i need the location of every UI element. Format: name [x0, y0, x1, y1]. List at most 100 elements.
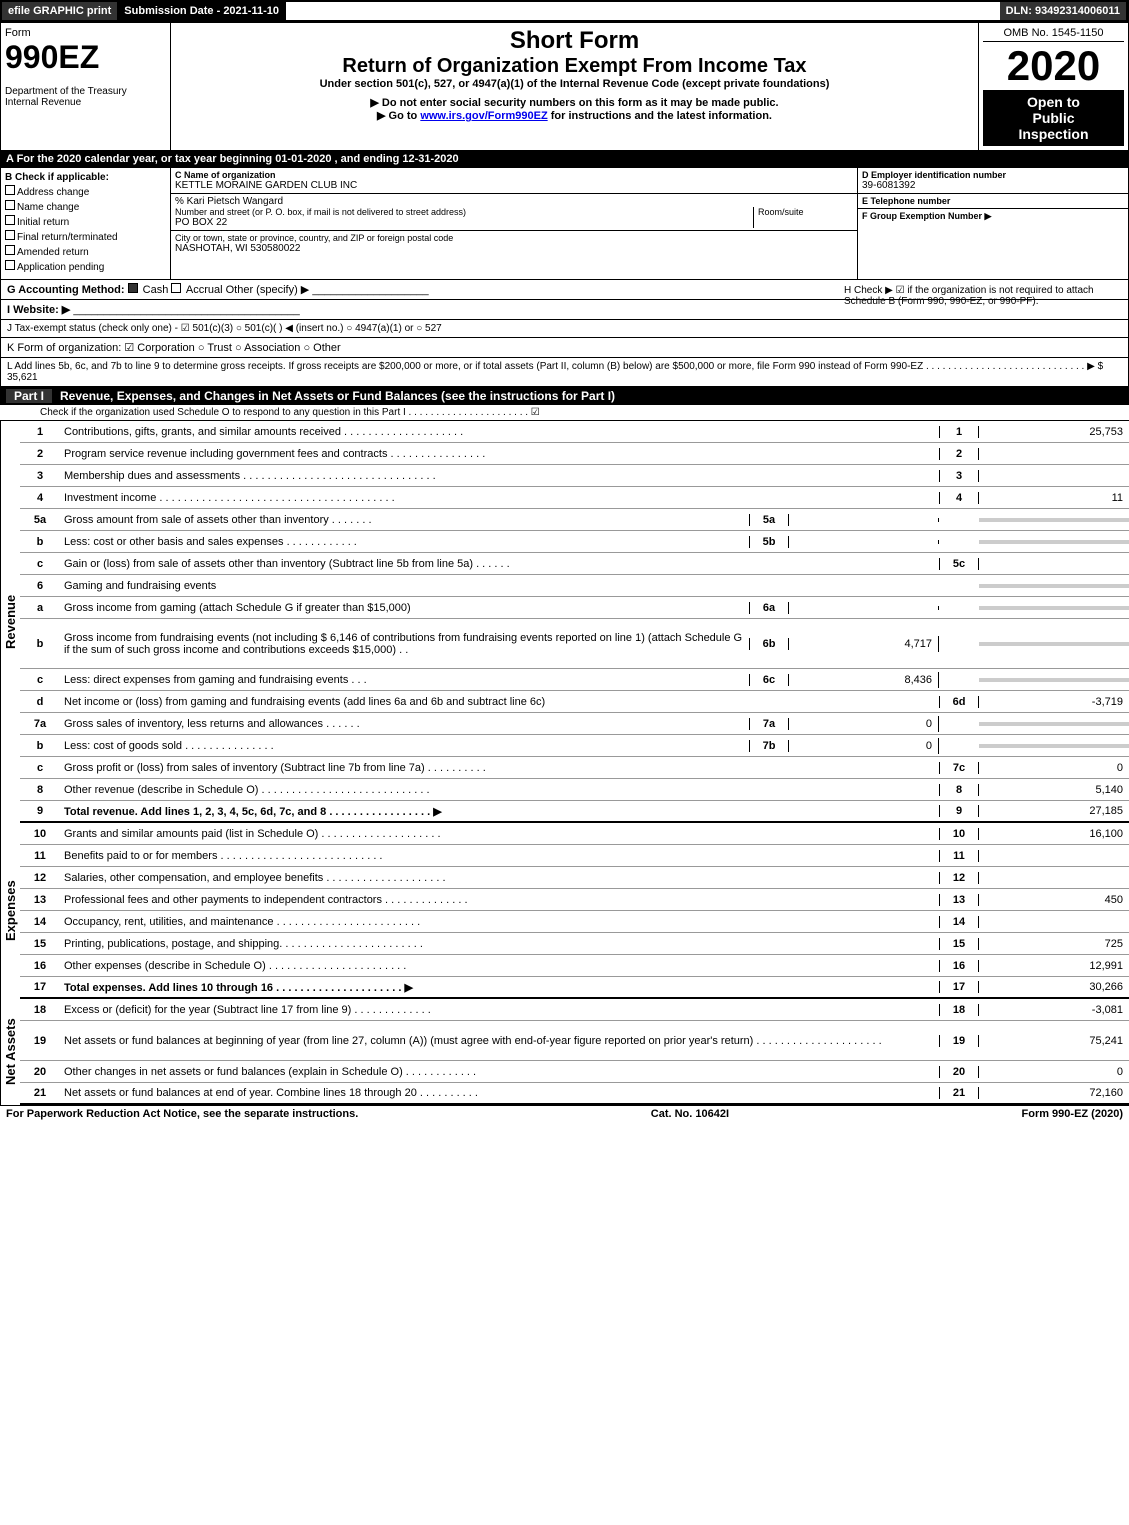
- org-name: KETTLE MORAINE GARDEN CLUB INC: [175, 180, 853, 191]
- part1-header: Part I Revenue, Expenses, and Changes in…: [0, 387, 1129, 405]
- efile-label[interactable]: efile GRAPHIC print: [2, 2, 118, 20]
- accrual-check[interactable]: [171, 283, 181, 293]
- city-label: City or town, state or province, country…: [175, 233, 853, 243]
- line-4: 4Investment income . . . . . . . . . . .…: [20, 487, 1129, 509]
- form-left-col: Form 990EZ Department of the Treasury In…: [1, 23, 171, 150]
- tax-year: 2020: [983, 42, 1124, 90]
- tax-year-row: A For the 2020 calendar year, or tax yea…: [0, 151, 1129, 167]
- line-18: 18Excess or (deficit) for the year (Subt…: [20, 999, 1129, 1021]
- netassets-vlabel: Net Assets: [0, 999, 20, 1105]
- expenses-vlabel: Expenses: [0, 823, 20, 999]
- dln: DLN: 93492314006011: [1000, 2, 1127, 20]
- b-header: B Check if applicable:: [5, 172, 166, 183]
- street-label: Number and street (or P. O. box, if mail…: [175, 207, 753, 217]
- goto-prefix: ▶ Go to: [377, 110, 420, 122]
- street: PO BOX 22: [175, 217, 753, 228]
- revenue-vlabel: Revenue: [0, 421, 20, 823]
- section-c: C Name of organization KETTLE MORAINE GA…: [171, 168, 858, 279]
- revenue-lines: 1Contributions, gifts, grants, and simil…: [20, 421, 1129, 823]
- care-of: % Kari Pietsch Wangard: [175, 196, 853, 207]
- form-label: Form: [5, 27, 166, 39]
- top-header: efile GRAPHIC print Submission Date - 20…: [0, 0, 1129, 22]
- tel-cell: E Telephone number: [858, 194, 1128, 209]
- group-label: F Group Exemption Number ▶: [862, 211, 1124, 222]
- footer-right: Form 990-EZ (2020): [1022, 1108, 1123, 1120]
- line-6b: bGross income from fundraising events (n…: [20, 619, 1129, 669]
- g-label: G Accounting Method:: [7, 284, 125, 296]
- tel-label: E Telephone number: [862, 196, 1124, 206]
- line-3: 3Membership dues and assessments . . . .…: [20, 465, 1129, 487]
- line-16: 16Other expenses (describe in Schedule O…: [20, 955, 1129, 977]
- line-14: 14Occupancy, rent, utilities, and mainte…: [20, 911, 1129, 933]
- part1-label: Part I: [6, 389, 52, 403]
- care-of-cell: % Kari Pietsch Wangard Number and street…: [171, 194, 857, 231]
- year-box: OMB No. 1545-1150 2020 Open to Public In…: [978, 23, 1128, 150]
- omb-number: OMB No. 1545-1150: [983, 27, 1124, 42]
- ein-cell: D Employer identification number 39-6081…: [858, 168, 1128, 194]
- line-5b: bLess: cost or other basis and sales exp…: [20, 531, 1129, 553]
- check-amended[interactable]: Amended return: [5, 245, 166, 258]
- line-10: 10Grants and similar amounts paid (list …: [20, 823, 1129, 845]
- section-l: L Add lines 5b, 6c, and 7b to line 9 to …: [0, 358, 1129, 387]
- netassets-lines: 18Excess or (deficit) for the year (Subt…: [20, 999, 1129, 1105]
- irs-link[interactable]: www.irs.gov/Form990EZ: [420, 110, 547, 122]
- main-title: Return of Organization Exempt From Incom…: [175, 55, 974, 78]
- city: NASHOTAH, WI 530580022: [175, 243, 853, 254]
- section-k: K Form of organization: ☑ Corporation ○ …: [0, 338, 1129, 358]
- check-initial[interactable]: Initial return: [5, 215, 166, 228]
- check-name[interactable]: Name change: [5, 200, 166, 213]
- line-5a: 5aGross amount from sale of assets other…: [20, 509, 1129, 531]
- form-number: 990EZ: [5, 39, 166, 76]
- line-13: 13Professional fees and other payments t…: [20, 889, 1129, 911]
- short-form-title: Short Form: [175, 27, 974, 55]
- line-8: 8Other revenue (describe in Schedule O) …: [20, 779, 1129, 801]
- goto-line: ▶ Go to www.irs.gov/Form990EZ for instru…: [175, 109, 974, 122]
- line-19: 19Net assets or fund balances at beginni…: [20, 1021, 1129, 1061]
- part1-subheader: Check if the organization used Schedule …: [0, 405, 1129, 421]
- city-cell: City or town, state or province, country…: [171, 231, 857, 256]
- open-label: Open to: [987, 94, 1120, 110]
- line-6: 6Gaming and fundraising events: [20, 575, 1129, 597]
- line-7a: 7aGross sales of inventory, less returns…: [20, 713, 1129, 735]
- line-7c: cGross profit or (loss) from sales of in…: [20, 757, 1129, 779]
- title-center: Short Form Return of Organization Exempt…: [171, 23, 978, 150]
- check-pending[interactable]: Application pending: [5, 260, 166, 273]
- subtitle: Under section 501(c), 527, or 4947(a)(1)…: [175, 78, 974, 90]
- line-17: 17Total expenses. Add lines 10 through 1…: [20, 977, 1129, 999]
- footer-left: For Paperwork Reduction Act Notice, see …: [6, 1108, 358, 1120]
- section-h: H Check ▶ ☑ if the organization is not r…: [842, 283, 1122, 309]
- accrual-label: Accrual: [186, 284, 223, 296]
- footer-mid: Cat. No. 10642I: [651, 1108, 729, 1120]
- line-7b: bLess: cost of goods sold . . . . . . . …: [20, 735, 1129, 757]
- line-21: 21Net assets or fund balances at end of …: [20, 1083, 1129, 1105]
- line-2: 2Program service revenue including gover…: [20, 443, 1129, 465]
- ein-label: D Employer identification number: [862, 170, 1124, 180]
- org-name-cell: C Name of organization KETTLE MORAINE GA…: [171, 168, 857, 194]
- line-5c: cGain or (loss) from sale of assets othe…: [20, 553, 1129, 575]
- department: Department of the Treasury: [5, 86, 166, 97]
- expenses-lines: 10Grants and similar amounts paid (list …: [20, 823, 1129, 999]
- info-section: B Check if applicable: Address change Na…: [0, 167, 1129, 280]
- header-spacer: [286, 2, 1000, 20]
- part1-title: Revenue, Expenses, and Changes in Net As…: [60, 389, 615, 403]
- other-label: Other (specify) ▶: [226, 284, 310, 296]
- inspection-label: Inspection: [987, 126, 1120, 142]
- footer: For Paperwork Reduction Act Notice, see …: [0, 1105, 1129, 1122]
- title-section: Form 990EZ Department of the Treasury In…: [0, 22, 1129, 151]
- line-11: 11Benefits paid to or for members . . . …: [20, 845, 1129, 867]
- cash-check[interactable]: [128, 283, 138, 293]
- line-6a: aGross income from gaming (attach Schedu…: [20, 597, 1129, 619]
- line-6d: dNet income or (loss) from gaming and fu…: [20, 691, 1129, 713]
- line-12: 12Salaries, other compensation, and empl…: [20, 867, 1129, 889]
- submission-date: Submission Date - 2021-11-10: [118, 2, 286, 20]
- netassets-section: Net Assets 18Excess or (deficit) for the…: [0, 999, 1129, 1105]
- check-final[interactable]: Final return/terminated: [5, 230, 166, 243]
- g-h-row: H Check ▶ ☑ if the organization is not r…: [0, 280, 1129, 300]
- check-address[interactable]: Address change: [5, 185, 166, 198]
- warning-ssn: ▶ Do not enter social security numbers o…: [175, 96, 974, 109]
- section-d-e-f: D Employer identification number 39-6081…: [858, 168, 1128, 279]
- expenses-section: Expenses 10Grants and similar amounts pa…: [0, 823, 1129, 999]
- c-name-label: C Name of organization: [175, 170, 853, 180]
- line-9: 9Total revenue. Add lines 1, 2, 3, 4, 5c…: [20, 801, 1129, 823]
- inspection-box: Open to Public Inspection: [983, 90, 1124, 146]
